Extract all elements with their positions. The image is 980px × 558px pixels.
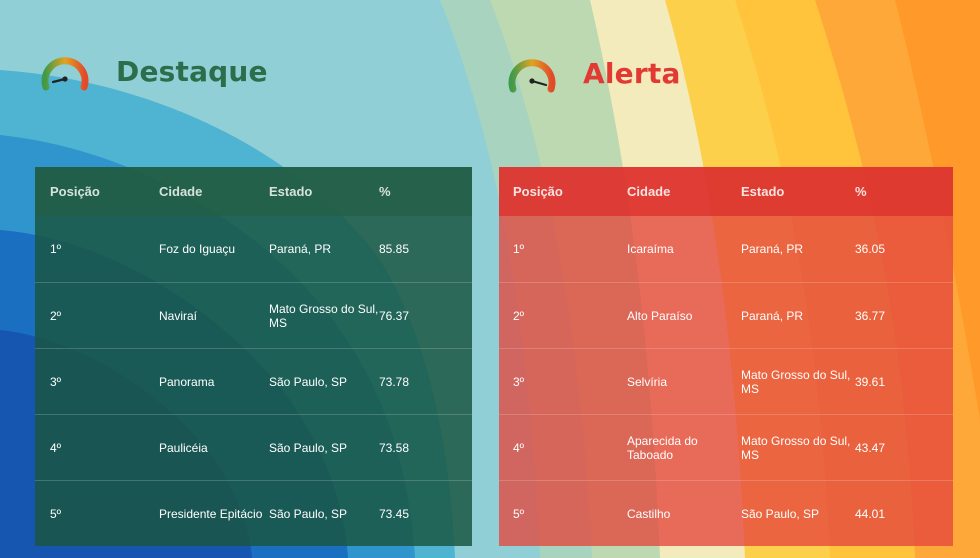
table-row: 5º Presidente Epitácio São Paulo, SP 73.… bbox=[35, 480, 472, 546]
cell-position: 3º bbox=[50, 374, 62, 389]
cell-city: Alto Paraíso bbox=[627, 308, 693, 323]
gauge-icon bbox=[508, 59, 556, 93]
highlight-table: Posição Cidade Estado % 1º Foz do Iguaçu… bbox=[35, 167, 472, 546]
header-city: Cidade bbox=[627, 184, 671, 199]
table-row: 1º Icaraíma Paraná, PR 36.05 bbox=[499, 216, 953, 282]
cell-position: 4º bbox=[513, 440, 525, 455]
header-state: Estado bbox=[269, 184, 313, 199]
cell-position: 4º bbox=[50, 440, 62, 455]
cell-city: Panorama bbox=[159, 374, 215, 389]
cell-city: Icaraíma bbox=[627, 242, 674, 256]
cell-state: São Paulo, SP bbox=[741, 506, 820, 521]
cell-position: 1º bbox=[513, 242, 525, 256]
highlight-header: Destaque bbox=[40, 49, 268, 93]
cell-percent: 36.05 bbox=[855, 242, 886, 256]
cell-city: Selvíria bbox=[627, 374, 668, 389]
cell-state: Paraná, PR bbox=[269, 242, 332, 256]
cell-percent: 43.47 bbox=[855, 440, 886, 455]
cell-position: 1º bbox=[50, 242, 62, 256]
alert-header: Alerta bbox=[507, 51, 681, 95]
cell-percent: 36.77 bbox=[855, 308, 886, 323]
table-row: 2º Naviraí Mato Grosso do Sul, MS 76.37 bbox=[35, 282, 472, 348]
table-header: Posição Cidade Estado % bbox=[499, 167, 953, 216]
cell-state: Paraná, PR bbox=[741, 242, 804, 256]
cell-state: São Paulo, SP bbox=[269, 440, 348, 455]
header-percent: % bbox=[855, 184, 867, 199]
header-city: Cidade bbox=[159, 184, 203, 199]
table-row: 2º Alto Paraíso Paraná, PR 36.77 bbox=[499, 282, 953, 348]
cell-state: Mato Grosso do Sul, MS bbox=[741, 367, 851, 396]
cell-percent: 73.78 bbox=[379, 374, 410, 389]
cell-percent: 39.61 bbox=[855, 374, 886, 389]
cell-state: São Paulo, SP bbox=[269, 374, 348, 389]
header-position: Posição bbox=[513, 184, 563, 199]
table-row: 4º Paulicéia São Paulo, SP 73.58 bbox=[35, 414, 472, 480]
cell-state: Mato Grosso do Sul, MS bbox=[741, 433, 851, 462]
cell-position: 5º bbox=[50, 506, 62, 521]
alert-table: Posição Cidade Estado % 1º Icaraíma Para… bbox=[499, 167, 953, 546]
table-row: 3º Panorama São Paulo, SP 73.78 bbox=[35, 348, 472, 414]
table-row: 5º Castilho São Paulo, SP 44.01 bbox=[499, 480, 953, 546]
header-position: Posição bbox=[50, 184, 100, 199]
cell-percent: 73.45 bbox=[379, 506, 410, 521]
highlight-title: Destaque bbox=[116, 54, 268, 88]
cell-position: 2º bbox=[513, 308, 525, 323]
header-percent: % bbox=[379, 184, 391, 199]
cell-city: Foz do Iguaçu bbox=[159, 242, 236, 256]
cell-city: Aparecida do Taboado bbox=[627, 433, 698, 462]
cell-state: Mato Grosso do Sul, MS bbox=[269, 301, 379, 330]
cell-position: 3º bbox=[513, 374, 525, 389]
cell-position: 2º bbox=[50, 308, 62, 323]
cell-position: 5º bbox=[513, 506, 525, 521]
cell-percent: 76.37 bbox=[379, 308, 410, 323]
alert-title: Alerta bbox=[583, 56, 681, 90]
table-row: 1º Foz do Iguaçu Paraná, PR 85.85 bbox=[35, 216, 472, 282]
cell-state: São Paulo, SP bbox=[269, 506, 348, 521]
cell-city: Presidente Epitácio bbox=[159, 506, 263, 521]
cell-state: Paraná, PR bbox=[741, 308, 804, 323]
table-header: Posição Cidade Estado % bbox=[35, 167, 472, 216]
gauge-icon bbox=[41, 57, 89, 91]
table-row: 4º Aparecida do Taboado Mato Grosso do S… bbox=[499, 414, 953, 480]
cell-percent: 85.85 bbox=[379, 242, 410, 256]
table-row: 3º Selvíria Mato Grosso do Sul, MS 39.61 bbox=[499, 348, 953, 414]
cell-percent: 73.58 bbox=[379, 440, 410, 455]
cell-city: Castilho bbox=[627, 506, 671, 521]
header-state: Estado bbox=[741, 184, 785, 199]
cell-city: Naviraí bbox=[159, 308, 198, 323]
cell-percent: 44.01 bbox=[855, 506, 886, 521]
cell-city: Paulicéia bbox=[159, 440, 208, 455]
